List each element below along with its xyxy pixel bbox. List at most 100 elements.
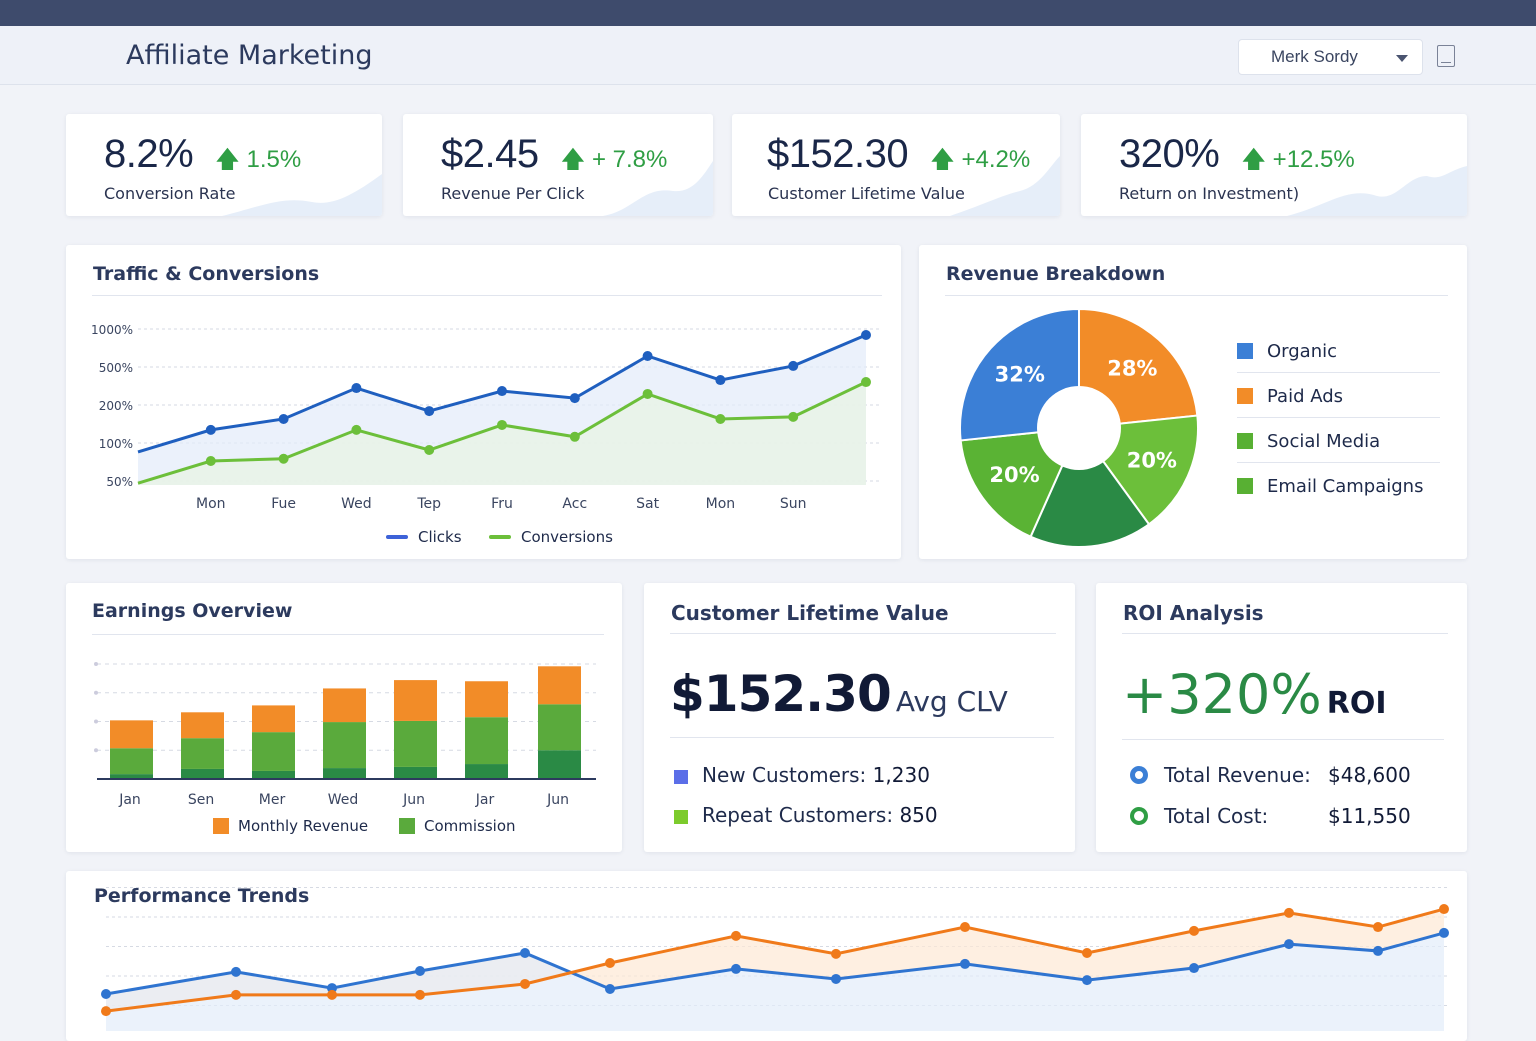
x-tick-label: Sen [188,792,214,808]
x-tick-label: Fue [271,496,296,512]
clv-value: $152.30 Avg CLV [670,665,1008,723]
bar-segment [538,704,581,751]
legend-label: Conversions [521,528,613,546]
data-point [520,947,530,958]
data-point [1439,904,1449,915]
bar-segment [323,722,366,769]
data-point [1082,975,1092,986]
data-point [642,388,653,399]
bar-segment [465,717,508,765]
legend-swatch [674,770,688,784]
kpi-conversion-rate: 8.2% 🡅 1.5% Conversion Rate [66,114,382,216]
data-point [231,989,241,1000]
arrow-up-icon: 🡅 [930,146,955,173]
arrow-up-icon: 🡅 [215,146,240,173]
data-point [605,958,615,969]
card-title: Earnings Overview [92,600,293,622]
data-point [351,383,362,394]
performance-line-chart [101,887,1449,1031]
data-point [278,413,289,424]
card-title: Customer Lifetime Value [671,601,949,625]
data-point [1284,907,1294,918]
legend-swatch [489,535,511,539]
data-point [1373,922,1383,933]
legend-swatch [1237,343,1253,359]
data-point [788,411,799,422]
performance-trends-card: Performance Trends [66,871,1467,1041]
data-point [715,413,726,424]
tick-dot [94,690,98,695]
kpi-value: 8.2% [104,132,194,176]
data-point [569,393,580,404]
total-cost-row: Total Cost: $11,550 [1130,804,1411,828]
sparkline [950,156,1060,216]
arrow-up-icon: 🡅 [560,146,586,173]
legend-label: Email Campaigns [1267,476,1424,497]
document-icon[interactable] [1437,45,1455,67]
bar-segment [465,764,508,779]
bar-segment [252,770,295,779]
y-tick-label: 500% [99,361,133,375]
ring-icon [1130,807,1148,825]
user-dropdown[interactable]: Merk Sordy [1238,39,1423,75]
x-tick-label: Jun [546,792,569,808]
kpi-header: 8.2% 🡅 1.5% [104,132,301,183]
data-point [231,966,241,977]
card-title: Revenue Breakdown [946,263,1166,285]
slice-label: 20% [1127,448,1177,472]
data-point [731,963,741,974]
card-title: Traffic & Conversions [93,263,320,285]
data-point [1189,963,1199,974]
data-point [424,445,435,456]
data-point [642,351,653,362]
slice-label: 28% [1107,357,1157,381]
kpi-label: Return on Investment) [1119,184,1300,203]
bar-segment [181,768,224,779]
legend-swatch [213,818,229,834]
x-tick-label: Wed [341,496,372,512]
legend-label: Monthly Revenue [238,817,368,835]
top-bar [0,0,1536,26]
user-name: Merk Sordy [1271,47,1358,66]
x-tick-label: Jun [402,792,425,808]
bar-segment [181,738,224,769]
y-tick-label: 100% [99,437,133,451]
y-tick-label: 50% [106,475,133,489]
legend-swatch [1237,433,1253,449]
legend-swatch [386,535,408,539]
legend-item: Paid Ads [1237,386,1440,418]
kpi-header: $2.45 🡅 + 7.8% [441,132,667,183]
bar-segment [110,748,153,775]
legend-swatch [1237,388,1253,404]
x-tick-label: Mon [196,496,226,512]
data-point [101,988,111,999]
bar-segment [394,680,437,721]
header: Affiliate Marketing Merk Sordy [0,26,1536,85]
data-point [415,989,425,1000]
x-tick-label: Mer [259,792,286,808]
data-point [569,431,580,442]
data-point [278,453,289,464]
x-tick-label: Fru [491,496,513,512]
data-point [351,424,362,435]
kpi-header: 320% 🡅 +12.5% [1119,132,1355,183]
trend-line [105,931,1445,996]
trend-line [105,907,1445,1013]
bar-segment [394,720,437,767]
data-point [424,406,435,417]
legend-item: Email Campaigns [1237,476,1440,507]
kpi-revenue-per-click: $2.45 🡅 + 7.8% Revenue Per Click [403,114,713,216]
slice-label: 20% [989,463,1039,487]
x-tick-label: Sun [780,496,807,512]
kpi-header: $152.30 🡅 +4.2% [767,132,1030,183]
kpi-value: $152.30 [767,132,909,176]
kpi-label: Conversion Rate [104,184,236,203]
donut-hole [1037,386,1121,470]
total-revenue-row: Total Revenue: $48,600 [1130,763,1411,787]
card-title: ROI Analysis [1123,601,1264,625]
kpi-change: 🡅 1.5% [215,146,302,173]
new-customers-row: New Customers: 1,230 [674,763,930,787]
data-point [731,930,741,941]
legend-label: Commission [424,817,516,835]
legend-label: Social Media [1267,431,1381,452]
